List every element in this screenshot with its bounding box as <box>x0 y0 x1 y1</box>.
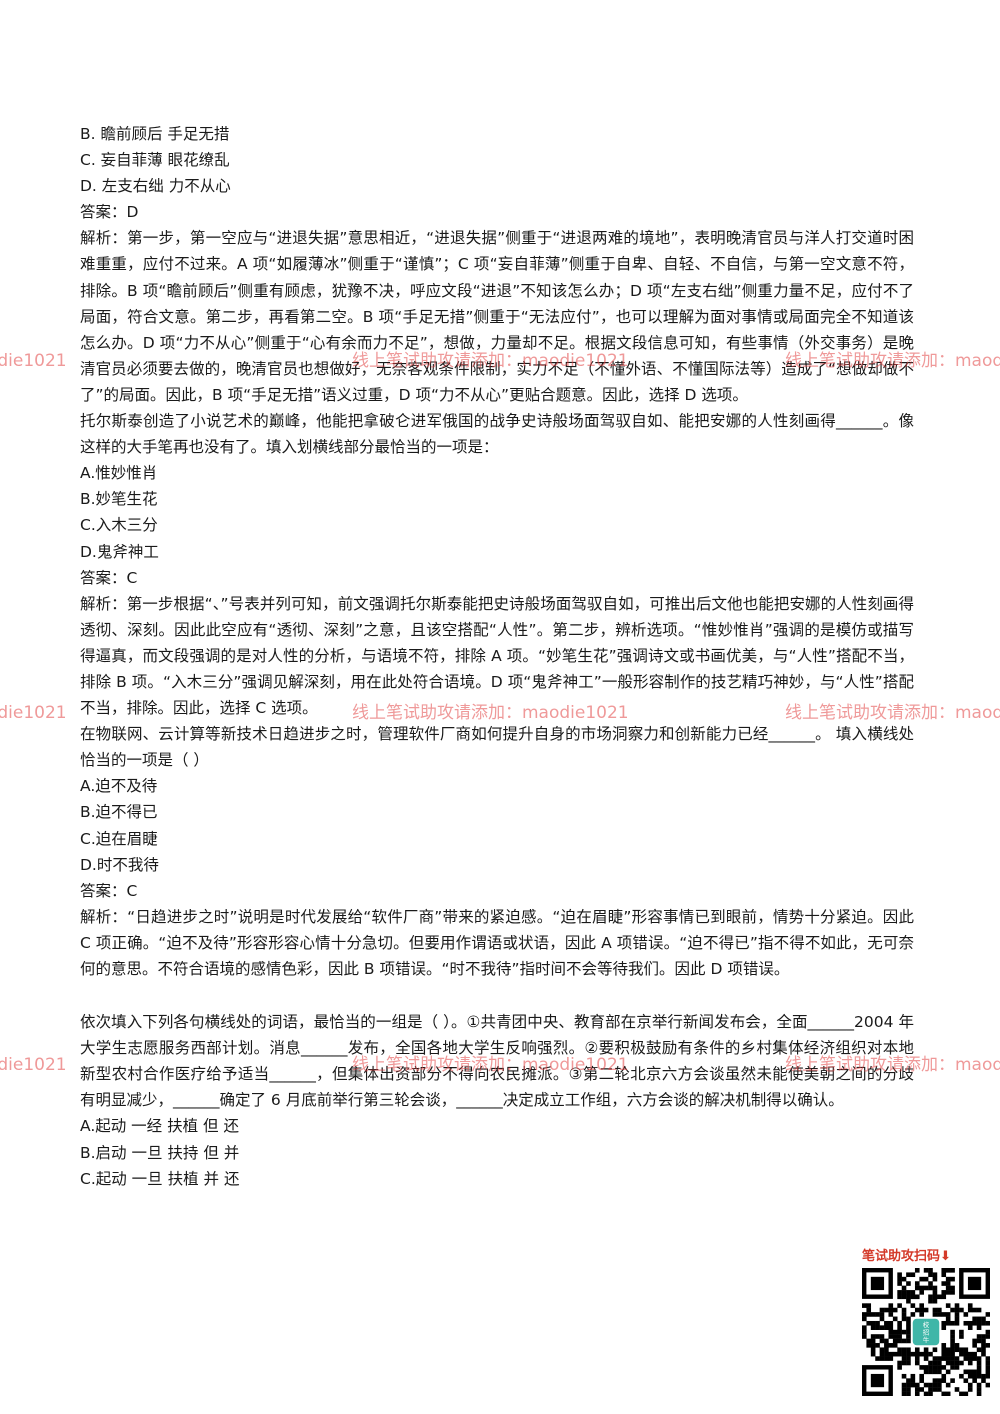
watermark-row: 线上笔试助攻请添加：maodie1021 线上笔试助攻请添加：maodie102… <box>0 346 1000 376</box>
text-line: B.妙笔生花 <box>80 490 158 509</box>
qr-caption: 笔试助攻扫码⬇ <box>862 1249 951 1264</box>
text-line: B.迫不得已 <box>80 803 158 822</box>
text-line: A.起动 一经 扶植 但 还 <box>80 1117 239 1136</box>
text-line: C. 妄自菲薄 眼花缭乱 <box>80 151 230 170</box>
watermark-text: 线上笔试助攻请添加：maodie1021 <box>0 1055 67 1075</box>
qr-code-icon[interactable]: 校招牛 <box>862 1268 991 1397</box>
text-line: D. 左支右绌 力不从心 <box>80 177 231 196</box>
text-line: D.鬼斧神工 <box>80 542 159 561</box>
watermark-row: 线上笔试助攻请添加：maodie1021 线上笔试助攻请添加：maodie102… <box>0 698 1000 728</box>
text-line: 答案：D <box>80 203 139 222</box>
watermark-text: 线上笔试助攻请添加：maodie1021 <box>785 703 1000 723</box>
text-paragraph: 解析：“日趋进步之时”说明是时代发展给“软件厂商”带来的紧迫感。“迫在眉睫”形容… <box>80 907 914 978</box>
document-body: B. 瞻前顾后 手足无措 C. 妄自菲薄 眼花缭乱 D. 左支右绌 力不从心 答案：D… <box>80 121 914 1192</box>
qr-logo-text: 招 <box>923 1327 930 1336</box>
text-line: B.启动 一旦 扶持 但 并 <box>80 1143 240 1162</box>
text-line: D.时不我待 <box>80 855 159 874</box>
watermark-text: 线上笔试助攻请添加：maodie1021 <box>0 703 67 723</box>
text-paragraph: 依次填入下列各句横线处的词语，最恰当的一组是（ ）。①共青团中央、教育部在京举行… <box>80 1013 914 1110</box>
watermark-row: 线上笔试助攻请添加：maodie1021 线上笔试助攻请添加：maodie102… <box>0 1050 1000 1080</box>
text-line: A.惟妙惟肖 <box>80 464 158 483</box>
qr-logo-text: 校 <box>923 1320 930 1329</box>
qr-code-graphic: 校招牛 <box>862 1268 991 1397</box>
text-line: C.起动 一旦 扶植 并 还 <box>80 1169 240 1188</box>
watermark-text: 线上笔试助攻请添加：maodie1021 <box>352 1055 629 1075</box>
text-paragraph: 解析：第一步根据“、”号表并列可知，前文强调托尔斯泰能把史诗般场面驾驭自如，可推… <box>80 594 914 718</box>
qr-logo-text: 牛 <box>923 1335 930 1344</box>
text-line: C.迫在眉睫 <box>80 829 158 848</box>
text-line: B. 瞻前顾后 手足无措 <box>80 125 230 143</box>
text-paragraph: 托尔斯泰创造了小说艺术的巅峰，他能把拿破仑进军俄国的战争史诗般场面驾驭自如、能把… <box>80 412 914 457</box>
text-line: C.入木三分 <box>80 516 158 535</box>
text-line: A.迫不及待 <box>80 777 158 796</box>
text-line: 答案：C <box>80 881 138 900</box>
text-line: 答案：C <box>80 568 138 587</box>
watermark-text: 线上笔试助攻请添加：maodie1021 <box>0 351 67 371</box>
watermark-text: 线上笔试助攻请添加：maodie1021 <box>352 351 629 371</box>
watermark-text: 线上笔试助攻请添加：maodie1021 <box>785 351 1000 371</box>
text-paragraph: 在物联网、云计算等新技术日趋进步之时，管理软件厂商如何提升自身的市场洞察力和创新… <box>80 725 914 770</box>
spacer <box>80 982 914 1009</box>
qr-logo-badge <box>912 1318 940 1346</box>
watermark-text: 线上笔试助攻请添加：maodie1021 <box>785 1055 1000 1075</box>
watermark-text: 线上笔试助攻请添加：maodie1021 <box>352 703 629 723</box>
text-paragraph: 解析：第一步，第一空应与“进退失据”意思相近，“进退失据”侧重于“进退两难的境地… <box>80 229 914 404</box>
